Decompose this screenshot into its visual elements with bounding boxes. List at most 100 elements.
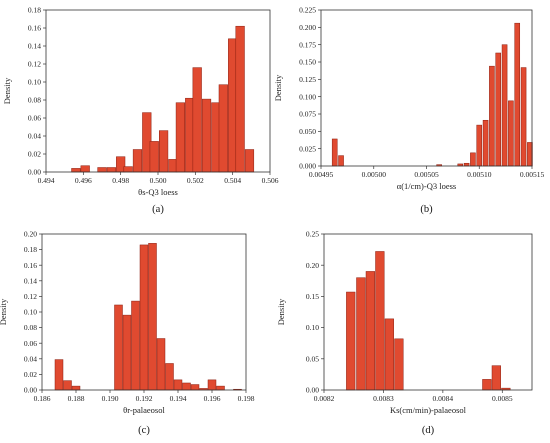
histogram-bar [356,277,366,391]
y-tick-label: 0.000 [299,162,316,171]
y-axis-label: Density [2,77,12,104]
y-tick-label: 0.06 [24,339,37,348]
x-tick-label: 0.498 [112,176,129,185]
y-tick-label: 0.175 [299,40,316,49]
y-tick-label: 0.10 [306,323,319,332]
y-tick-label: 0.050 [299,127,316,136]
x-tick-label: 0.188 [68,394,85,403]
y-tick-label: 0.225 [299,6,316,15]
y-tick-label: 0.025 [299,144,316,153]
x-axis-label: θs-Q3 loess [138,187,178,197]
x-tick-label: 0.186 [34,394,51,403]
histogram-bar [384,318,394,391]
histogram-bar [201,98,212,173]
histogram-bar [331,138,338,167]
histogram-bar [122,314,132,391]
x-tick-label: 0.0085 [492,394,513,403]
histogram-bar [106,167,116,173]
histogram-bar [207,379,217,391]
y-tick-label: 0.10 [28,78,41,87]
histogram-bar [520,67,527,167]
y-tick-label: 0.15 [306,292,319,301]
histogram-bar [139,244,149,391]
y-tick-label: 0.18 [24,245,37,254]
y-tick-label: 0.14 [24,276,37,285]
x-tick-label: 0.00500 [362,170,387,179]
histogram-bar [192,67,202,173]
histogram-bar [54,359,64,391]
histogram-bar [63,380,72,391]
y-tick-label: 0.12 [28,60,41,69]
histogram-bar [114,304,123,391]
x-tick-label: 0.0084 [433,394,454,403]
y-tick-label: 0.00 [306,386,319,395]
x-tick-label: 0.504 [224,176,241,185]
x-tick-label: 0.00515 [520,170,545,179]
histogram-bar [165,363,174,391]
histogram-bar [508,100,514,167]
histogram-bar [338,155,344,167]
histogram-bar [71,385,81,391]
y-tick-label: 0.200 [299,23,316,32]
x-axis-label: α(1/cm)-Q3 loess [397,181,456,191]
histogram-bar [148,243,157,391]
y-tick-label: 0.125 [299,75,316,84]
x-axis-label: Ks(cm/min)-palaeosol [390,405,467,415]
y-tick-label: 0.08 [28,96,41,105]
x-tick-label: 0.194 [170,394,187,403]
panel-caption: (d) [422,425,435,436]
histogram-bar [470,152,476,167]
y-tick-label: 0.06 [28,114,41,123]
histogram-bar [394,338,404,391]
y-tick-label: 0.00 [24,386,37,395]
y-tick-label: 0.18 [28,6,41,15]
histogram-bar [131,300,140,391]
y-tick-label: 0.16 [24,261,37,270]
histogram-bar [80,165,90,173]
panel-caption: (c) [138,425,150,436]
histogram-bar [495,52,502,167]
y-tick-label: 0.075 [299,110,316,119]
histogram-bar [482,379,492,391]
histogram-bar [491,365,501,391]
histogram-bar [190,384,200,391]
y-tick-label: 0.20 [24,230,37,239]
y-tick-label: 0.10 [24,308,37,317]
panel-c: 0.186 0.188 0.190 0.192 0.194 0.196 0.198 0.00 0… [0,230,255,436]
y-axis-label: Density [0,298,8,325]
panel-caption: (a) [152,204,164,215]
histogram-bar [489,65,495,167]
y-tick-label: 0.150 [299,58,316,67]
histogram-bar [149,141,159,173]
histogram-bar [476,124,483,167]
y-tick-label: 0.02 [28,150,41,159]
histogram-bar [159,130,169,173]
panel-caption: (b) [420,204,433,215]
histogram-bar [71,168,81,173]
y-tick-label: 0.20 [306,261,319,270]
histogram-bar [235,25,245,173]
y-tick-label: 0.12 [24,292,37,301]
plot-frame [323,233,533,391]
histogram-bar [123,166,133,173]
y-tick-label: 0.14 [28,42,41,51]
histogram-bar [216,385,225,391]
y-tick-label: 0.04 [28,132,41,141]
x-tick-label: 0.496 [75,176,92,185]
panel-b: 0.00495 0.00500 0.00505 0.00510 0.00515 0.000… [273,6,544,215]
x-tick-label: 0.0082 [314,394,335,403]
y-tick-label: 0.00 [28,168,41,177]
x-tick-label: 0.192 [136,394,153,403]
histogram-bar [346,291,356,391]
y-tick-label: 0.08 [24,323,37,332]
x-tick-label: 0.506 [262,176,279,185]
x-tick-label: 0.494 [38,176,55,185]
x-tick-label: 0.196 [204,394,221,403]
histogram-bar [482,119,489,167]
histogram-bar [375,251,385,391]
histogram-bar [182,382,191,391]
y-tick-label: 0.02 [24,370,37,379]
histogram-bar [173,379,183,391]
x-tick-label: 0.00505 [414,170,439,179]
